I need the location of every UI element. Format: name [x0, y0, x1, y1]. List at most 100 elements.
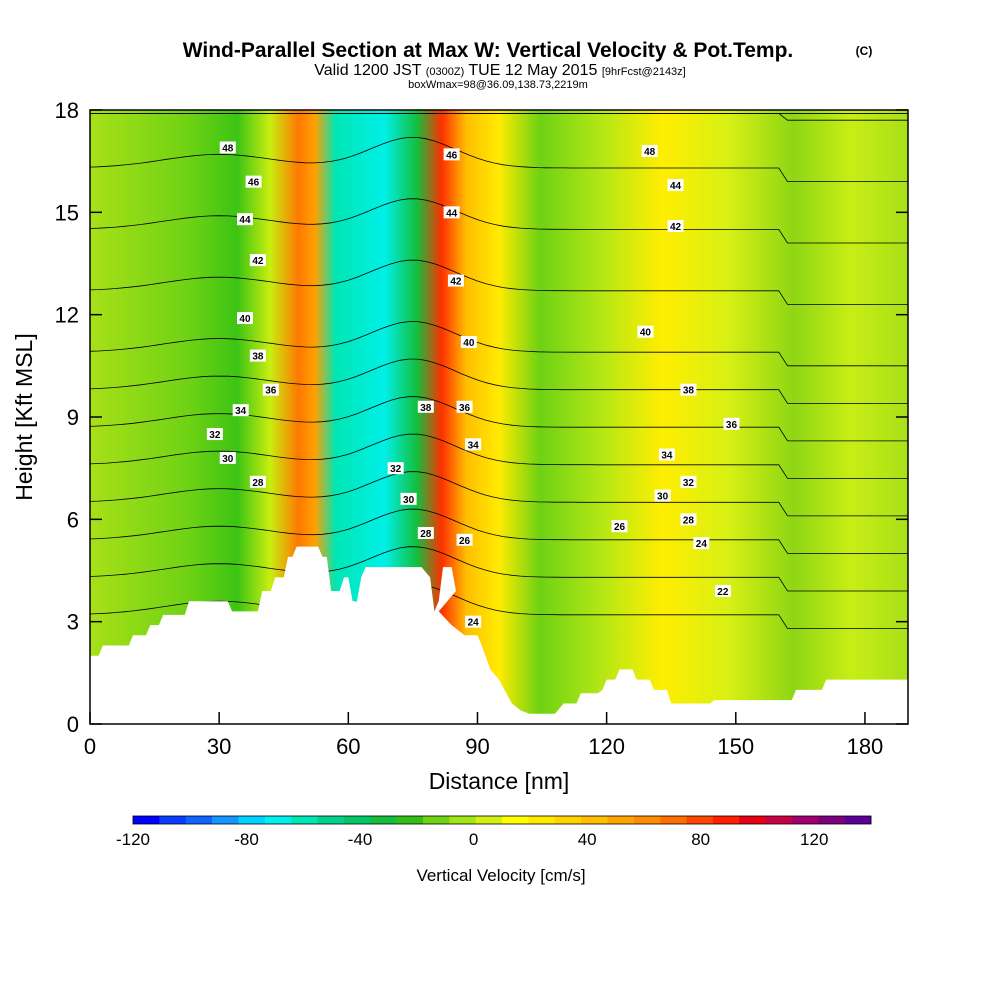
contour-label: 30 [654, 489, 671, 502]
y-tick-label: 6 [67, 507, 79, 532]
contour-label: 28 [249, 475, 266, 489]
y-tick-label: 9 [67, 405, 79, 430]
contour-label-bg [680, 513, 697, 526]
contour-label-text: 26 [459, 536, 471, 547]
contour-label-bg [693, 537, 710, 550]
colorbar: -120 -80 -40 0 40 80 120 [116, 815, 872, 849]
contour-label: 28 [680, 513, 697, 526]
colorbar-frame [132, 815, 872, 825]
contour-label-text: 38 [252, 352, 264, 363]
colorbar-swatch [291, 816, 318, 824]
isentrope-contours [90, 113, 908, 629]
x-tick-label: 0 [84, 734, 96, 759]
isentrope-line [90, 321, 908, 367]
velocity-field: 48 46 44 42 40 38 36 34 32 30 28 46 44 42 40 38 36 34 32 30… [90, 110, 908, 724]
contour-label: 30 [400, 492, 417, 506]
contour-label-text: 34 [235, 406, 247, 417]
colorbar-tick-label: -40 [348, 830, 373, 849]
contour-label-text: 44 [670, 181, 682, 192]
contour-label: 32 [680, 475, 697, 489]
colorbar-tick-label: 80 [691, 830, 710, 849]
colorbar-tick-label: 0 [469, 830, 478, 849]
contour-label-text: 30 [403, 495, 415, 506]
colorbar-swatch [818, 816, 845, 824]
contour-label-bg [443, 148, 460, 161]
contour-label: 34 [658, 448, 675, 462]
y-tick-label: 18 [55, 98, 79, 123]
isentrope-line [90, 471, 908, 517]
colorbar-swatch [502, 816, 529, 824]
contour-label-text: 30 [222, 454, 234, 465]
contour-label: 38 [249, 349, 266, 363]
contour-label-bg [447, 274, 464, 287]
contour-label-text: 24 [696, 539, 708, 550]
contour-label-text: 40 [463, 338, 475, 349]
contour-label-text: 34 [468, 440, 480, 451]
isentrope-line [90, 396, 908, 442]
contour-label: 32 [387, 462, 404, 475]
contour-label-text: 30 [657, 491, 669, 502]
copyright-mark: (C) [856, 44, 873, 58]
x-tick-label: 60 [336, 734, 360, 759]
contour-label: 36 [262, 383, 279, 397]
contour-label: 48 [641, 144, 658, 158]
x-tick-label: 90 [465, 734, 489, 759]
contour-label-bg [456, 400, 473, 413]
colorbar-swatch [133, 816, 160, 824]
valid-time: Valid 1200 JST (0300Z) TUE 12 May 2015 [… [314, 62, 686, 79]
colorbar-swatch [739, 816, 766, 824]
contour-label-bg [611, 520, 628, 533]
contour-label: 40 [637, 325, 654, 339]
chart-title: Wind-Parallel Section at Max W: Vertical… [183, 39, 794, 62]
colorbar-swatch [686, 816, 714, 824]
contour-label: 28 [417, 526, 434, 540]
colorbar-swatch [396, 816, 424, 824]
x-tick-label: 120 [588, 734, 625, 759]
x-tick-label: 30 [207, 734, 231, 759]
contour-label: 40 [460, 335, 477, 349]
contour-label: 44 [667, 179, 684, 192]
terrain [90, 546, 908, 724]
contour-labels: 48 46 44 42 40 38 36 34 32 30 28 46 44 42 40 38 36 34 32 30… [206, 141, 740, 629]
contour-label-text: 36 [459, 403, 471, 414]
forecast-info: [9hrFcst@2143z] [602, 66, 686, 78]
contour-label: 44 [443, 206, 460, 219]
contour-label-bg [219, 451, 236, 464]
contour-label: 48 [219, 141, 236, 155]
contour-label-bg [456, 533, 473, 546]
colorbar-swatch [765, 816, 793, 824]
contour-label-text: 38 [420, 403, 432, 414]
contour-label-text: 36 [265, 386, 277, 397]
contour-label-text: 40 [239, 314, 251, 325]
x-tick-label: 150 [717, 734, 754, 759]
x-axis-ticks: 0 30 60 90 120 150 180 [84, 712, 883, 759]
y-tick-label: 15 [55, 200, 79, 225]
colorbar-swatch [607, 816, 635, 824]
colorbar-swatch [185, 816, 213, 824]
contour-label: 32 [206, 428, 223, 441]
colorbar-swatch [844, 816, 872, 824]
contour-label-bg [680, 475, 697, 488]
contour-label-text: 38 [683, 386, 695, 397]
contour-label-bg [232, 404, 249, 417]
contour-label-text: 28 [420, 529, 432, 540]
contour-label-text: 48 [644, 147, 656, 158]
contour-label-text: 46 [446, 150, 458, 161]
colorbar-swatch [370, 816, 397, 824]
contour-label-bg [667, 179, 684, 192]
colorbar-swatch [581, 816, 608, 824]
contour-label-bg [249, 254, 266, 267]
contour-label-text: 22 [717, 587, 729, 598]
colorbar-swatch [238, 816, 266, 824]
colorbar-swatch [212, 816, 239, 824]
contour-label-bg [637, 325, 654, 338]
x-tick-label: 180 [847, 734, 884, 759]
valid-date: TUE 12 May 2015 [468, 62, 597, 79]
contour-label-text: 32 [390, 464, 402, 475]
y-tick-label: 0 [67, 712, 79, 737]
contour-label-bg [680, 383, 697, 396]
box-info: boxWmax=98@36.09,138.73,2219m [408, 79, 588, 91]
contour-label-bg [667, 219, 684, 232]
